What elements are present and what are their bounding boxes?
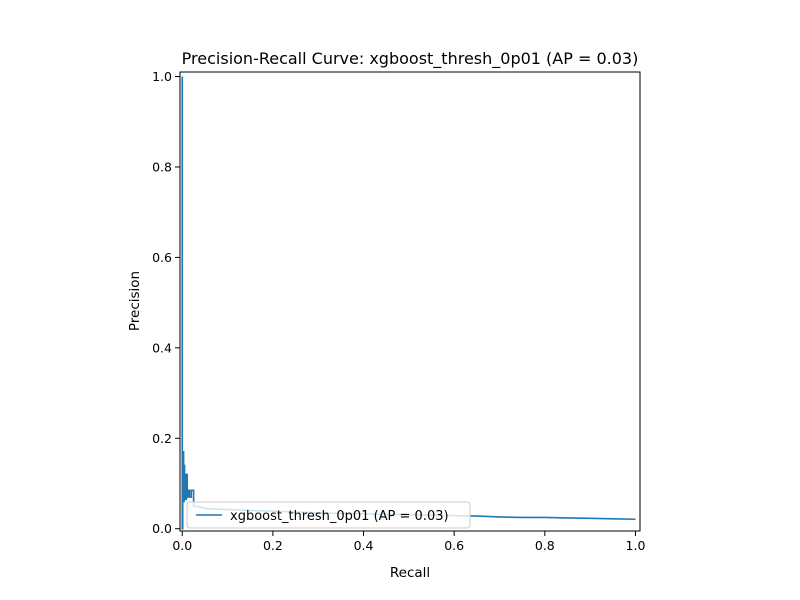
y-axis: 0.0 0.2 0.4 0.6 0.8 1.0 [152, 69, 180, 536]
y-tick-label: 0.0 [152, 521, 172, 536]
y-tick-label: 0.8 [152, 159, 172, 174]
x-tick-label: 1.0 [626, 538, 646, 553]
x-tick-label: 0.6 [444, 538, 464, 553]
legend: xgboost_thresh_0p01 (AP = 0.03) [186, 501, 471, 529]
y-axis-label: Precision [127, 271, 143, 331]
y-tick-label: 1.0 [152, 69, 172, 84]
legend-box [186, 501, 471, 529]
y-tick-label: 0.4 [152, 340, 172, 355]
chart-title: Precision-Recall Curve: xgboost_thresh_0… [182, 49, 639, 69]
x-tick-label: 0.4 [354, 538, 374, 553]
legend-label: xgboost_thresh_0p01 (AP = 0.03) [230, 509, 449, 524]
x-axis-label: Recall [390, 565, 430, 581]
axes-frame [179, 71, 641, 532]
x-tick-label: 0.8 [535, 538, 555, 553]
x-tick-label: 0.2 [263, 538, 283, 553]
y-tick-label: 0.2 [152, 431, 172, 446]
x-axis: 0.0 0.2 0.4 0.6 0.8 1.0 [172, 531, 645, 553]
y-tick-label: 0.6 [152, 250, 172, 265]
x-tick-label: 0.0 [172, 538, 192, 553]
